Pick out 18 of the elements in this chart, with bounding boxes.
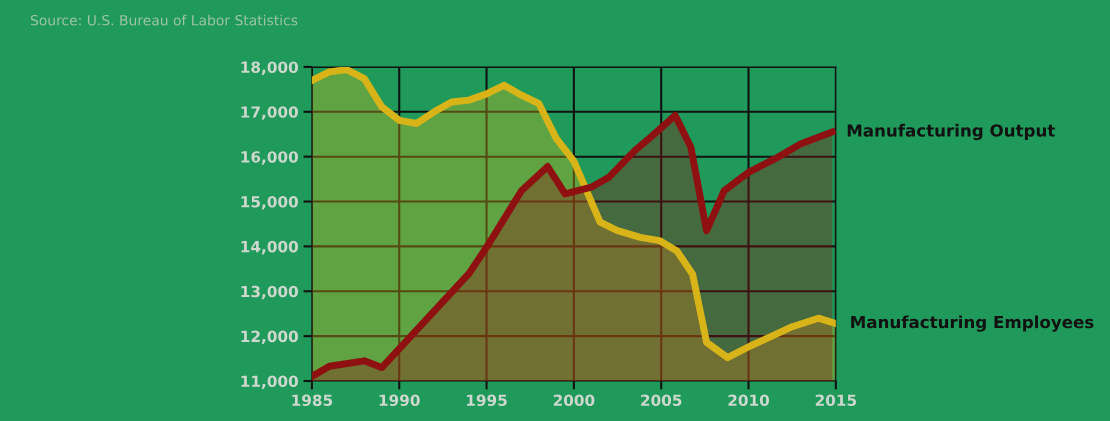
y-tick-label: 12,000 xyxy=(241,330,298,345)
y-tick-label: 16,000 xyxy=(241,151,298,165)
x-tick-label: 1995 xyxy=(467,394,507,407)
x-tick-label: 2000 xyxy=(553,394,595,407)
x-tick-label: 2015 xyxy=(815,394,857,407)
y-tick-label: 15,000 xyxy=(241,196,298,210)
y-tick-label: 18,000 xyxy=(241,61,298,75)
series-label: Manufacturing Employees xyxy=(851,315,1094,332)
x-tick-label: 2010 xyxy=(728,394,770,407)
source-note: Source: U.S. Bureau of Labor Statistics xyxy=(30,14,298,26)
series-label: Manufacturing Output xyxy=(847,123,1055,141)
x-tick-label: 1990 xyxy=(379,394,420,407)
y-tick-label: 14,000 xyxy=(241,240,298,255)
x-tick-label: 2005 xyxy=(641,394,682,407)
x-tick-label: 1985 xyxy=(292,394,333,407)
y-tick-label: 17,000 xyxy=(241,106,298,120)
y-tick-label: 11,000 xyxy=(241,375,298,389)
y-tick-label: 13,000 xyxy=(241,285,298,300)
